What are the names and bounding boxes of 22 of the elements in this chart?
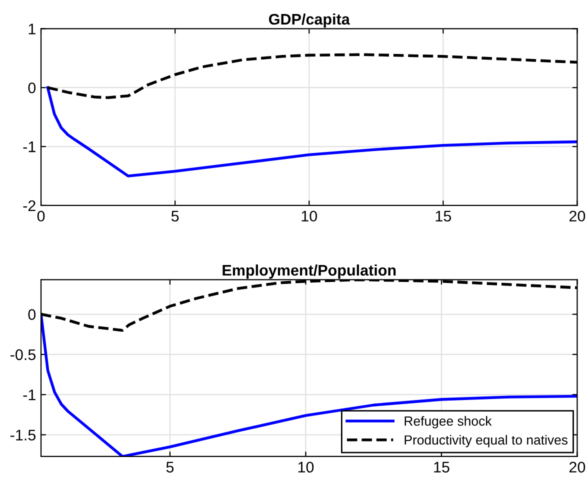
y-tick-label: -1 (23, 142, 36, 152)
x-tick-label: 15 (434, 462, 450, 473)
x-tick-label: 10 (302, 210, 318, 222)
y-tick-label: -0.5 (10, 349, 36, 360)
y-tick-label: 0 (28, 309, 36, 320)
y-tick-label: -1 (23, 390, 36, 400)
y-tick-label: 1 (28, 24, 36, 34)
chart-title: GDP/capita (268, 13, 350, 28)
x-tick-label: 15 (436, 210, 452, 222)
x-tick-label: 20 (569, 210, 586, 222)
x-tick-label: 5 (171, 210, 179, 222)
x-tick-label: 0 (37, 210, 45, 222)
legend-label: Refugee shock (404, 416, 492, 428)
chart-title: Employment/Population (222, 264, 396, 279)
y-tick-label: -2 (23, 200, 36, 211)
x-tick-label: 5 (166, 462, 174, 473)
x-tick-label: 20 (569, 462, 586, 473)
y-tick-label: 0 (28, 82, 36, 94)
x-tick-label: 10 (298, 462, 314, 473)
y-tick-label: -1.5 (10, 430, 36, 440)
line-series (46, 86, 578, 178)
legend-label: Productivity equal to natives (404, 434, 568, 448)
